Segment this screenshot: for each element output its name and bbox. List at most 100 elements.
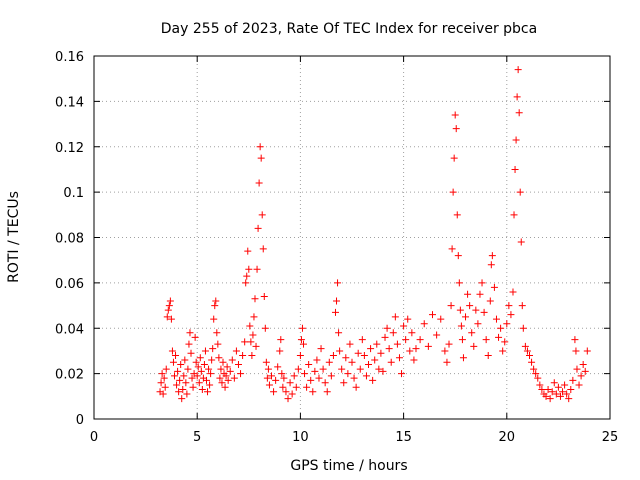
data-point — [175, 388, 183, 396]
data-point — [387, 358, 395, 366]
data-point — [305, 361, 313, 369]
data-point — [317, 345, 325, 353]
data-point — [193, 372, 201, 380]
data-point — [294, 365, 302, 373]
data-point — [459, 354, 467, 362]
data-point — [344, 370, 352, 378]
data-point — [567, 386, 575, 394]
data-point — [257, 154, 265, 162]
data-point — [554, 383, 562, 391]
data-point — [379, 367, 387, 375]
data-point — [299, 340, 307, 348]
data-point — [514, 66, 522, 74]
data-point — [180, 372, 188, 380]
data-point — [228, 356, 236, 364]
data-point — [457, 322, 465, 330]
data-point — [480, 308, 488, 316]
data-point — [398, 370, 406, 378]
data-point — [410, 356, 418, 364]
data-point — [336, 347, 344, 355]
data-point — [214, 340, 222, 348]
data-point — [205, 365, 213, 373]
data-point — [218, 379, 226, 387]
data-point — [356, 365, 364, 373]
data-point — [408, 329, 416, 337]
data-point — [290, 372, 298, 380]
data-point — [476, 290, 484, 298]
data-point — [262, 358, 270, 366]
data-point — [217, 365, 225, 373]
data-point — [569, 376, 577, 384]
data-point — [219, 358, 227, 366]
data-point — [249, 331, 257, 339]
data-point — [510, 211, 518, 219]
data-point — [264, 365, 272, 373]
data-point — [536, 381, 544, 389]
data-point — [187, 349, 195, 357]
data-point — [278, 370, 286, 378]
y-tick-label: 0.16 — [55, 50, 84, 65]
data-point — [170, 372, 178, 380]
data-point — [284, 395, 292, 403]
data-point — [244, 247, 252, 255]
data-point — [501, 338, 509, 346]
data-point — [191, 333, 199, 341]
data-point — [572, 347, 580, 355]
data-point — [280, 374, 288, 382]
data-point — [383, 324, 391, 332]
data-point — [391, 313, 399, 321]
data-point — [204, 388, 212, 396]
x-tick-label: 25 — [602, 430, 619, 445]
data-point — [451, 111, 459, 119]
data-point — [462, 313, 470, 321]
data-point — [455, 279, 463, 287]
y-tick-label: 0.04 — [55, 322, 84, 337]
data-point — [563, 390, 571, 398]
data-point — [428, 311, 436, 319]
data-point — [251, 295, 259, 303]
data-point — [202, 376, 210, 384]
data-point — [258, 211, 266, 219]
data-point — [209, 345, 217, 353]
data-point — [367, 345, 375, 353]
data-point — [265, 381, 273, 389]
data-point — [274, 363, 282, 371]
y-axis-label: ROTI / TECUs — [6, 191, 22, 283]
data-point — [528, 358, 536, 366]
x-tick-label: 5 — [193, 430, 201, 445]
data-point — [279, 383, 287, 391]
data-point — [581, 367, 589, 375]
data-point — [261, 324, 269, 332]
data-point — [464, 290, 472, 298]
data-point — [160, 374, 168, 382]
data-point — [237, 370, 245, 378]
data-point — [488, 252, 496, 260]
x-tick-label: 10 — [292, 430, 309, 445]
data-point — [519, 324, 527, 332]
data-point — [369, 376, 377, 384]
data-point — [433, 331, 441, 339]
data-point — [448, 245, 456, 253]
chart-title: Day 255 of 2023, Rate Of TEC Index for r… — [161, 21, 537, 37]
data-point — [221, 383, 229, 391]
data-point — [239, 351, 247, 359]
data-point — [327, 372, 335, 380]
data-point — [247, 338, 255, 346]
y-tick-label: 0.12 — [55, 141, 84, 156]
data-point — [234, 361, 242, 369]
x-tick-label: 0 — [90, 430, 98, 445]
data-point — [565, 395, 573, 403]
data-point — [174, 367, 182, 375]
data-point — [311, 367, 319, 375]
data-point — [577, 372, 585, 380]
data-point — [222, 372, 230, 380]
data-point — [526, 351, 534, 359]
data-point — [272, 376, 280, 384]
data-point — [338, 365, 346, 373]
data-point — [389, 329, 397, 337]
data-point — [197, 367, 205, 375]
data-point — [292, 383, 300, 391]
data-point — [268, 372, 276, 380]
data-point — [452, 125, 460, 133]
